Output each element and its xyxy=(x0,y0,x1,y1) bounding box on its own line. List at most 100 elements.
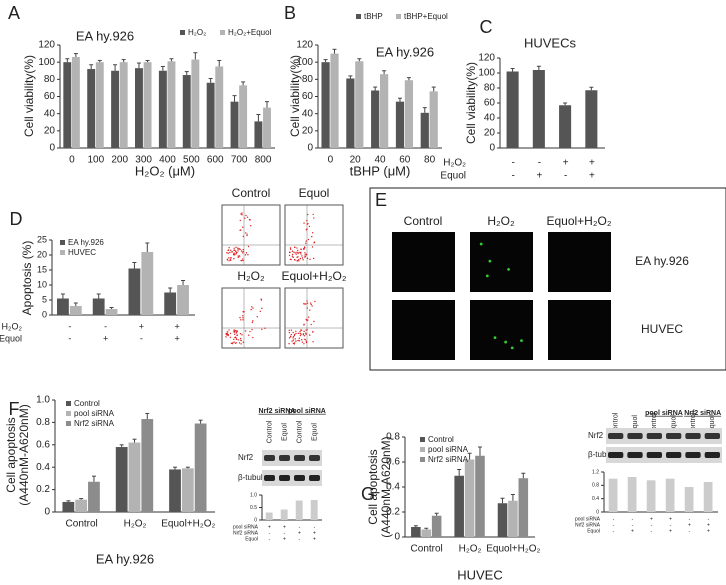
flow-dot xyxy=(292,256,294,259)
condition-value: - xyxy=(632,522,634,528)
blot-group: pool siRNA xyxy=(645,410,683,417)
flow-dot xyxy=(301,255,303,257)
condition-value: + xyxy=(174,333,179,343)
flow-dot xyxy=(307,319,309,321)
blot-band xyxy=(704,452,720,458)
condition-value: + xyxy=(707,528,710,534)
bar xyxy=(703,482,713,512)
flow-dot xyxy=(236,330,238,332)
flow-dot xyxy=(301,341,304,343)
flow-dot xyxy=(306,302,309,304)
flow-dot xyxy=(234,336,236,339)
flow-dot xyxy=(230,342,233,344)
flow-dot xyxy=(292,339,295,341)
flow-dot xyxy=(241,214,243,216)
flow-dot xyxy=(304,252,306,254)
blot-lane: Control xyxy=(651,412,658,435)
flow-dot xyxy=(290,333,293,336)
y-tick-label: 60 xyxy=(484,98,496,109)
condition-value: - xyxy=(68,333,71,343)
bar xyxy=(665,478,675,512)
flow-label: Equol xyxy=(299,186,330,200)
flow-dot xyxy=(237,256,240,259)
flow-dot xyxy=(307,238,310,241)
flow-dot xyxy=(300,333,302,335)
blot-lane: Equol xyxy=(311,423,318,441)
flow-dot xyxy=(234,342,237,344)
blot-lane: Control xyxy=(613,412,620,435)
chart-title: HUVECs xyxy=(524,35,577,50)
flow-dot xyxy=(251,321,254,324)
flow-dot xyxy=(313,320,315,323)
flow-dot xyxy=(226,259,229,261)
bar xyxy=(330,53,339,149)
flow-dot xyxy=(242,248,244,251)
bar xyxy=(194,423,207,512)
chart-title: EA hy.926 xyxy=(76,28,134,43)
flow-label: H₂O₂ xyxy=(237,269,265,283)
flow-dot xyxy=(288,337,291,339)
bar xyxy=(63,62,72,148)
flow-dot xyxy=(300,253,302,255)
flow-dot xyxy=(288,331,291,334)
bar xyxy=(181,468,194,512)
flow-dot xyxy=(241,212,243,214)
bar xyxy=(62,501,75,512)
flow-dot xyxy=(296,260,299,262)
x-tick-label: 0 xyxy=(328,155,334,166)
condition-value: - xyxy=(613,516,615,522)
flow-dot xyxy=(230,259,232,262)
legend-swatch xyxy=(66,401,71,406)
flow-dot xyxy=(289,247,292,249)
flow-dot xyxy=(227,252,229,254)
flow-dot xyxy=(244,330,247,332)
y-axis-label: Apoptosis (%) xyxy=(20,241,34,316)
bar xyxy=(497,503,508,537)
bar xyxy=(75,499,88,512)
flow-dot xyxy=(242,315,244,317)
cell-spot xyxy=(488,259,492,263)
flow-dot xyxy=(252,336,254,339)
bar xyxy=(115,447,128,512)
bar xyxy=(310,500,318,520)
x-tick-label: 300 xyxy=(135,155,152,166)
flow-dot xyxy=(305,242,307,244)
flow-dot xyxy=(242,226,244,228)
flow-dot xyxy=(305,340,308,342)
flow-dot xyxy=(242,319,244,321)
flow-dot xyxy=(289,248,292,250)
bar xyxy=(111,70,120,148)
flow-dot xyxy=(309,302,312,304)
flow-dot xyxy=(313,241,316,243)
blot-band xyxy=(608,433,624,439)
row-label: EA hy.926 xyxy=(635,254,689,268)
blot-strip xyxy=(262,470,322,486)
micrograph xyxy=(548,300,611,360)
flow-dot xyxy=(305,333,307,335)
bar xyxy=(464,459,475,537)
column-label: Control xyxy=(404,214,443,228)
bar xyxy=(355,61,364,148)
flow-dot xyxy=(242,259,244,262)
x-tick-label: H₂O₂ xyxy=(124,519,147,530)
flow-dot xyxy=(236,251,238,254)
flow-dot xyxy=(306,223,308,225)
flow-dot xyxy=(235,246,237,249)
flow-dot xyxy=(238,342,241,344)
y-tick-label: 40 xyxy=(44,108,56,119)
y-tick-label: 0 xyxy=(42,309,47,319)
x-tick-label: 800 xyxy=(255,155,272,166)
flow-dot xyxy=(240,259,242,262)
flow-plot xyxy=(284,287,344,349)
bar xyxy=(119,62,128,148)
flow-dot xyxy=(311,305,313,307)
column-label: Equol+H₂O₂ xyxy=(546,214,611,228)
condition-value: + xyxy=(631,528,634,534)
micrograph xyxy=(392,300,455,360)
y-tick-label: 0.8 xyxy=(36,417,50,428)
x-tick-label: Control xyxy=(66,519,98,530)
condition-value: - xyxy=(670,522,672,528)
flow-dot xyxy=(311,232,314,234)
bar xyxy=(254,121,263,148)
flow-dot xyxy=(293,259,296,261)
